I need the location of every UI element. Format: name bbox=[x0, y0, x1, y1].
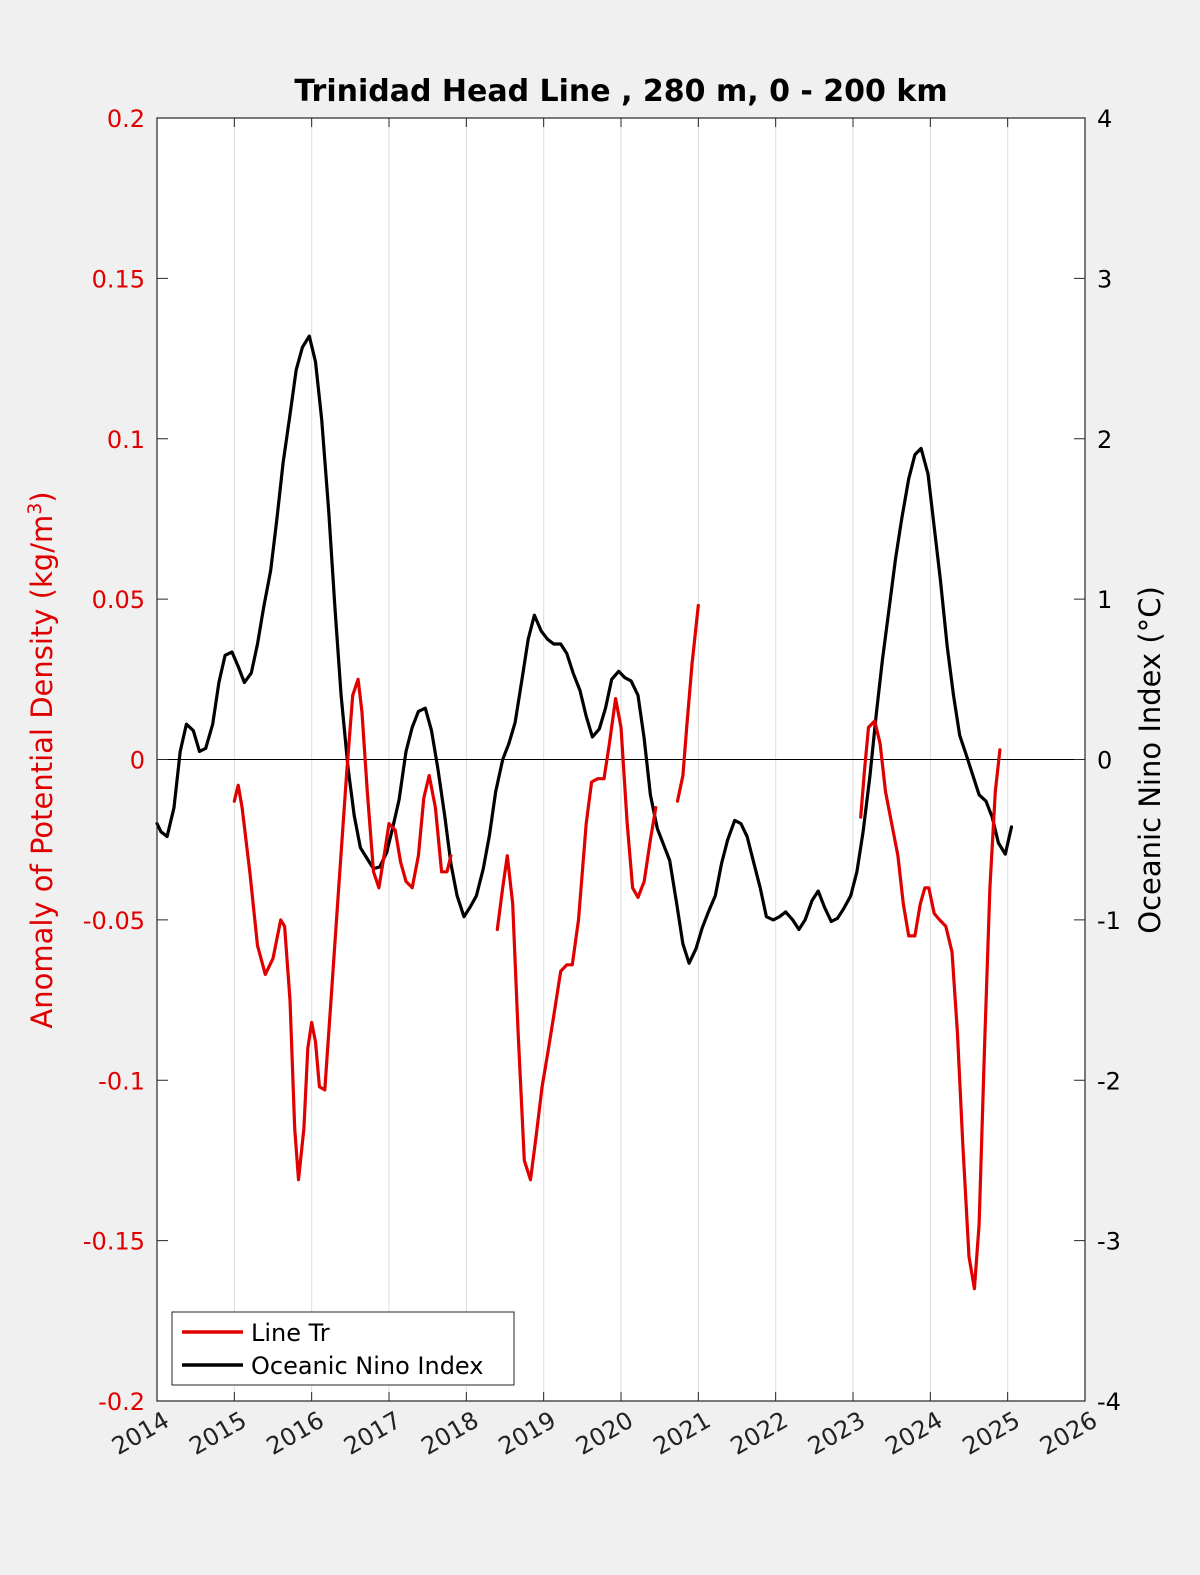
y-left-tick-label: 0.05 bbox=[92, 586, 145, 614]
y-axis-left-label: Anomaly of Potential Density (kg/m3) bbox=[24, 491, 59, 1028]
chart-title: Trinidad Head Line , 280 m, 0 - 200 km bbox=[294, 74, 947, 109]
legend-box bbox=[171, 1311, 515, 1386]
y-left-tick-label: -0.1 bbox=[98, 1067, 145, 1095]
line-tr-series-segment bbox=[232, 677, 453, 1182]
line-tr-series-segment bbox=[675, 603, 700, 803]
y-left-tick-label: 0.1 bbox=[107, 426, 145, 454]
y-left-tick-label: 0.15 bbox=[92, 265, 145, 293]
axis-ticks: 2014 2015 2016 2017 2018 2019 2020 2021 2022 2023… bbox=[83, 105, 1121, 1461]
legend-oni-label: Oceanic Nino Index bbox=[251, 1352, 483, 1380]
legend: Line Tr Oceanic Nino Index bbox=[171, 1311, 515, 1386]
y-axis-right-label: Oceanic Nino Index (°C) bbox=[1133, 586, 1167, 934]
y-right-tick-label: -4 bbox=[1097, 1388, 1121, 1416]
y-left-tick-label: -0.15 bbox=[83, 1228, 145, 1256]
line-tr-series-segment bbox=[859, 719, 1002, 1291]
legend-line-tr-label: Line Tr bbox=[251, 1319, 330, 1347]
y-left-tick-label: -0.05 bbox=[83, 907, 145, 935]
y-right-tick-label: 3 bbox=[1097, 265, 1112, 293]
series-lines bbox=[155, 334, 1014, 1291]
y-right-tick-label: -1 bbox=[1097, 907, 1121, 935]
oni-series-line bbox=[155, 334, 1014, 965]
y-right-tick-label: 4 bbox=[1097, 105, 1112, 133]
y-left-tick-label: 0 bbox=[130, 747, 145, 775]
y-right-tick-label: 1 bbox=[1097, 586, 1112, 614]
y-left-tick-label: 0.2 bbox=[107, 105, 145, 133]
y-axis-left-label-close: ) bbox=[25, 491, 59, 502]
y-right-tick-label: 2 bbox=[1097, 426, 1112, 454]
y-left-tick-label: -0.2 bbox=[98, 1388, 145, 1416]
y-right-tick-label: -2 bbox=[1097, 1067, 1121, 1095]
y-right-tick-label: -3 bbox=[1097, 1228, 1121, 1256]
line-tr-series-segment bbox=[495, 697, 658, 1182]
y-axis-left-label-superscript: 3 bbox=[24, 503, 46, 515]
y-right-tick-label: 0 bbox=[1097, 747, 1112, 775]
